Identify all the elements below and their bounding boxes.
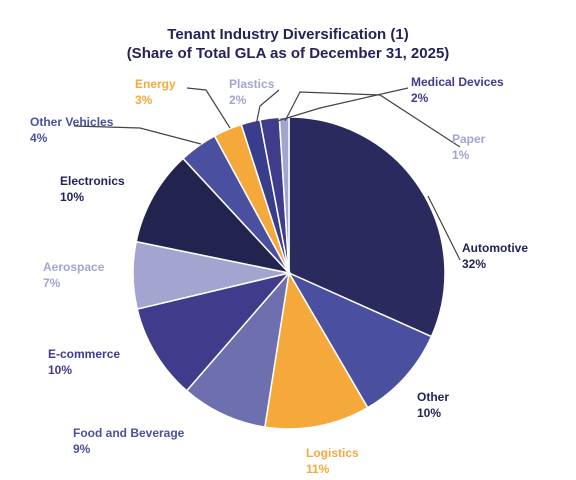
pie-slice-other xyxy=(287,271,433,409)
slice-label-aerospace: Aerospace xyxy=(43,260,105,274)
slice-label-other-vehicles: Other Vehicles xyxy=(30,115,114,129)
slice-label-paper: Paper xyxy=(452,132,486,146)
slice-label-logistics: Logistics xyxy=(306,446,359,460)
slice-value-energy: 3% xyxy=(135,93,153,107)
slice-value-other-vehicles: 4% xyxy=(30,131,48,145)
chart-title: Tenant Industry Diversification (1) xyxy=(167,26,409,43)
slice-label-automotive: Automotive xyxy=(462,241,528,255)
pie-slice-automotive xyxy=(288,116,446,338)
pie-slice-e-commerce xyxy=(136,271,292,392)
slice-value-e-commerce: 10% xyxy=(48,363,72,377)
slice-label-food-and-beverage: Food and Beverage xyxy=(73,426,185,440)
slice-value-automotive: 32% xyxy=(462,257,486,271)
slice-value-aerospace: 7% xyxy=(43,276,61,290)
slice-value-food-and-beverage: 9% xyxy=(73,442,91,456)
slice-label-medical-devices: Medical Devices xyxy=(411,75,504,89)
leader-line-energy xyxy=(186,87,231,129)
pie-slice-electronics xyxy=(135,157,292,275)
slice-label-energy: Energy xyxy=(135,77,176,91)
pie-slice-logistics xyxy=(263,270,369,430)
slice-value-other: 10% xyxy=(417,406,441,420)
slice-value-plastics: 2% xyxy=(229,93,247,107)
slice-label-electronics: Electronics xyxy=(60,174,125,188)
leader-line-paper xyxy=(284,91,461,148)
slice-label-e-commerce: E-commerce xyxy=(48,347,120,361)
slice-value-medical-devices: 2% xyxy=(411,91,429,105)
leader-line-automotive xyxy=(427,195,461,261)
slice-label-plastics: Plastics xyxy=(229,77,275,91)
slice-label-other: Other xyxy=(417,390,449,404)
slice-value-electronics: 10% xyxy=(60,190,84,204)
chart-subtitle: (Share of Total GLA as of December 31, 2… xyxy=(126,45,450,62)
leader-line-plastics xyxy=(255,89,280,126)
slice-value-paper: 1% xyxy=(452,148,470,162)
leader-line-other-vehicles xyxy=(73,125,202,145)
slice-value-logistics: 11% xyxy=(306,462,330,476)
pie-slice-food-and-beverage xyxy=(185,270,291,428)
